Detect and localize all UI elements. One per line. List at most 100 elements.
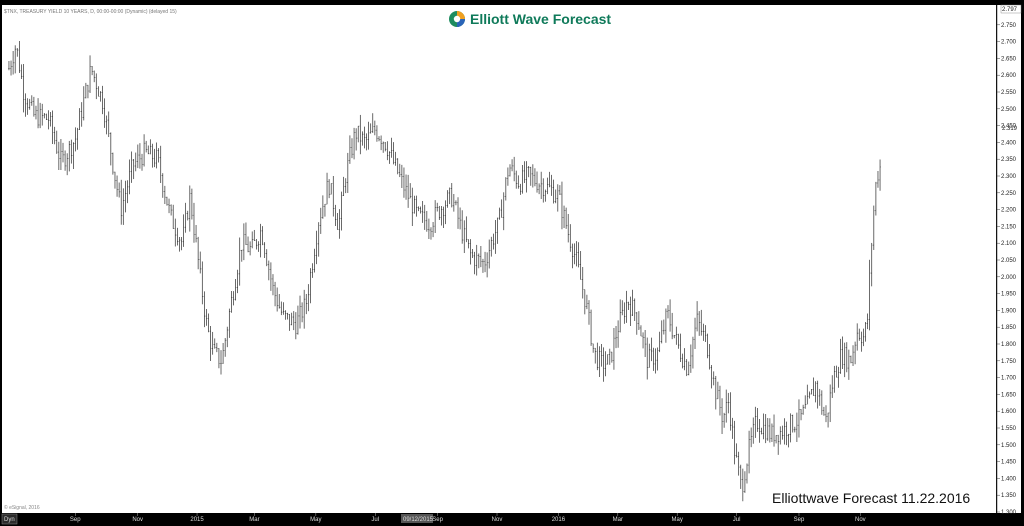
ohlc-bar	[540, 171, 542, 199]
y-tick-label: 1.350	[1001, 493, 1017, 499]
y-tick-label: 2.700	[1001, 40, 1017, 46]
ohlc-bar	[615, 325, 617, 349]
ohlc-bar	[369, 123, 372, 134]
ohlc-bar	[39, 102, 41, 129]
ohlc-bar	[421, 200, 424, 223]
y-tick-label: 1.900	[1001, 308, 1017, 314]
ohlc-bar	[280, 301, 283, 316]
plot-area[interactable]	[2, 5, 996, 513]
ohlc-bar	[577, 242, 580, 268]
ohlc-bar	[10, 60, 12, 76]
ohlc-bar	[438, 205, 441, 220]
ohlc-bar	[596, 342, 599, 371]
y-tick-label: 2.550	[1001, 90, 1017, 96]
ohlc-bar	[727, 392, 730, 414]
date-marker-label: 09/12/2015	[403, 517, 434, 523]
ohlc-bar	[669, 299, 671, 332]
ohlc-bar	[744, 471, 746, 493]
ohlc-bar	[700, 309, 703, 336]
ohlc-bar	[810, 388, 813, 395]
ohlc-bar	[263, 242, 266, 258]
ohlc-bar	[8, 60, 10, 71]
ohlc-bar	[176, 227, 179, 246]
ohlc-bar	[234, 279, 237, 301]
ohlc-bar	[261, 226, 264, 246]
ohlc-bar	[116, 175, 118, 197]
ohlc-bar	[274, 281, 276, 307]
ohlc-bar	[719, 385, 721, 416]
ohlc-bar	[831, 375, 834, 398]
ohlc-bar	[55, 130, 58, 154]
ohlc-bar	[363, 126, 366, 149]
ohlc-bar	[544, 189, 547, 202]
ohlc-bar	[473, 251, 476, 275]
timeframe-button[interactable]	[1, 513, 18, 525]
ohlc-bar	[536, 171, 538, 193]
ohlc-bar	[137, 144, 139, 169]
y-tick-label: 1.300	[1001, 510, 1017, 516]
ohlc-bar	[328, 179, 330, 199]
ohlc-bar	[390, 137, 393, 158]
y-tick-label: 1.850	[1001, 325, 1017, 331]
ohlc-bar	[494, 220, 497, 254]
ohlc-bar	[877, 170, 879, 188]
ohlc-bar	[330, 183, 332, 195]
ohlc-bar	[110, 132, 112, 166]
ohlc-bar	[870, 242, 873, 287]
ohlc-bar	[164, 185, 166, 205]
ohlc-bar	[22, 64, 25, 113]
ohlc-bar	[226, 326, 229, 348]
ohlc-bar	[290, 312, 293, 326]
ohlc-bar	[103, 98, 106, 128]
y-tick-label: 2.250	[1001, 191, 1017, 197]
ohlc-bar	[322, 195, 324, 219]
y-tick-label: 2.050	[1001, 258, 1017, 264]
ohlc-bar	[725, 389, 728, 423]
x-tick-label: 2015	[190, 517, 204, 523]
ohlc-bar	[82, 86, 85, 121]
ohlc-bar	[704, 325, 707, 343]
symbol-header: $TNX, TREASURY YIELD 10 YEARS, D, 00:00-…	[4, 9, 177, 15]
y-axis-panel	[997, 5, 1021, 513]
ohlc-bar	[249, 241, 251, 256]
ohlc-bar	[534, 168, 536, 187]
timeframe-button-label: Dyn	[4, 517, 15, 523]
ohlc-bar	[687, 361, 690, 376]
ohlc-bar	[457, 197, 459, 229]
ohlc-bar	[588, 300, 590, 325]
ohlc-bar	[750, 427, 752, 448]
ohlc-bar	[461, 210, 463, 244]
ohlc-bar	[650, 337, 653, 362]
ohlc-bar	[18, 40, 21, 74]
ohlc-bar	[850, 355, 852, 364]
ohlc-bar	[816, 380, 819, 409]
ohlc-bar	[95, 73, 98, 100]
ohlc-bar	[804, 395, 807, 409]
ohlc-bar	[692, 336, 694, 369]
ohlc-bar	[147, 145, 150, 155]
x-tick-label: May	[310, 517, 321, 523]
ohlc-bar	[835, 365, 838, 378]
y-tick-label: 1.650	[1001, 392, 1017, 398]
ohlc-bar	[455, 200, 457, 206]
ohlc-bar	[415, 195, 418, 217]
ohlc-bar	[627, 301, 630, 311]
y-tick-label: 2.150	[1001, 224, 1017, 230]
ohlc-bar	[87, 84, 89, 99]
ohlc-bar	[600, 344, 603, 367]
ohlc-bar	[338, 209, 341, 239]
ohlc-bar	[617, 320, 619, 348]
ohlc-bar	[33, 96, 35, 117]
ohlc-bar	[349, 135, 351, 164]
ohlc-bar	[818, 388, 821, 406]
ohlc-bar	[827, 412, 829, 428]
ohlc-bar	[571, 243, 574, 269]
last-price-value: 2.319	[1002, 126, 1018, 132]
ohlc-bar	[434, 200, 436, 234]
ohlc-bar	[638, 311, 640, 330]
ohlc-bar	[517, 175, 520, 189]
ohlc-bar	[53, 126, 56, 145]
ohlc-bar	[586, 294, 588, 310]
ohlc-bar	[569, 224, 572, 252]
